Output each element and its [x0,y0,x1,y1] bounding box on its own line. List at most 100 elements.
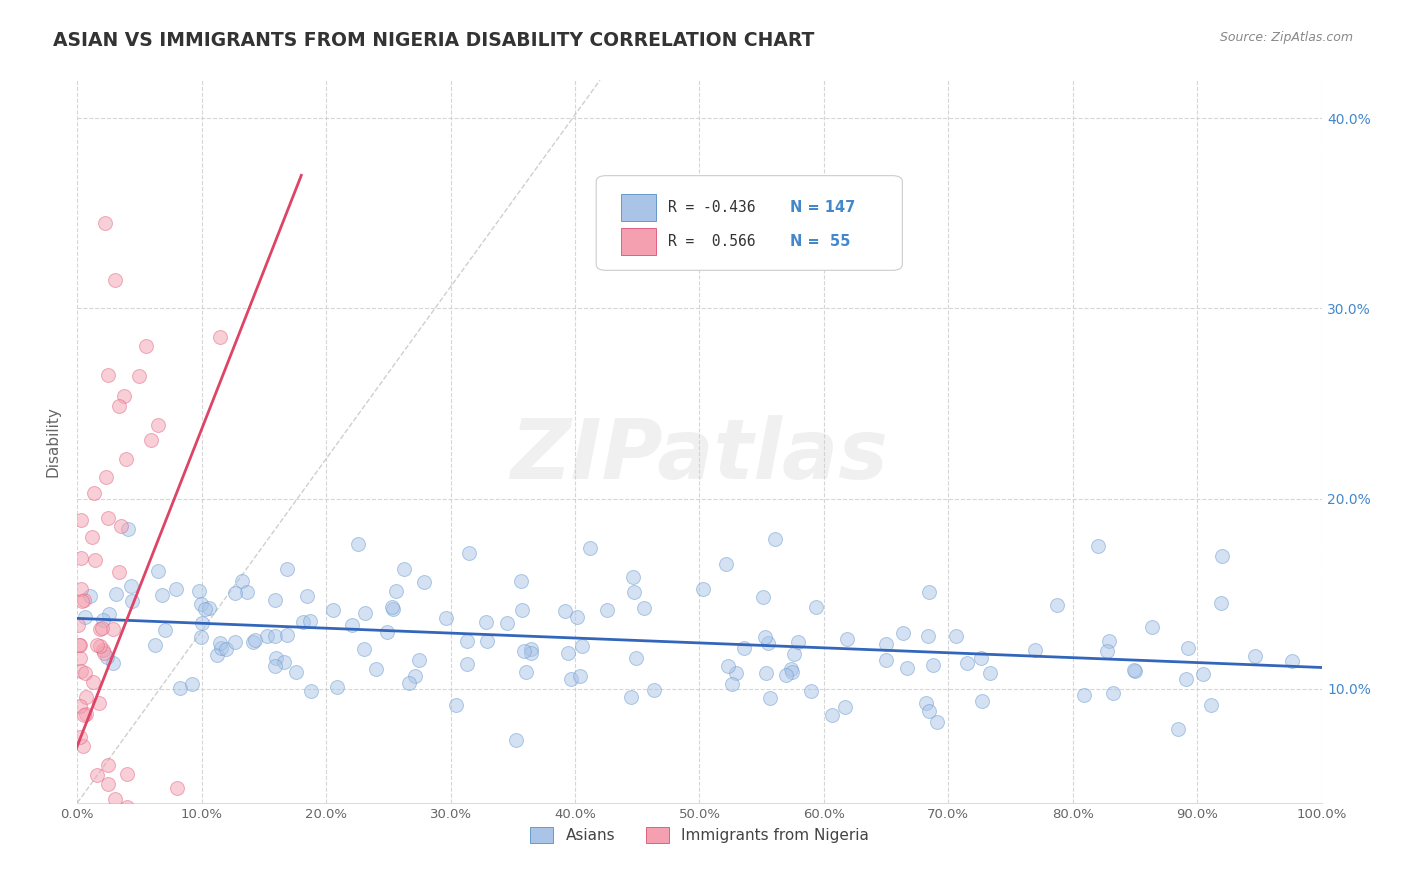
Point [108,400,131,414]
Point [97,607,120,622]
Point [837,632,859,647]
Point [72,810,94,824]
Point [115,767,138,781]
Point [104,587,127,601]
Point [623,584,645,599]
Point [256,629,278,643]
Point [135,339,157,353]
Point [513,644,536,658]
Point [1102,686,1125,700]
Point [456,633,478,648]
Point [554,604,576,618]
Point [891,625,914,640]
Point [93,216,115,230]
Point [148,417,170,432]
Point [496,615,519,630]
Point [444,698,467,712]
Point [1123,664,1146,678]
Point [519,646,541,660]
Point [1191,667,1213,681]
Point [1167,723,1189,737]
Point [408,652,430,666]
Point [242,635,264,649]
Point [780,665,803,679]
Point [821,707,844,722]
Point [224,634,246,648]
Point [643,683,665,698]
Point [77,814,100,829]
Point [633,601,655,615]
Point [800,684,823,698]
Point [921,657,943,672]
Point [69,638,91,652]
Point [89,640,111,654]
Point [787,635,810,649]
Point [917,629,939,643]
Point [209,640,232,655]
Text: Source: ZipAtlas.com: Source: ZipAtlas.com [1219,31,1353,45]
Point [1095,644,1118,658]
Text: N = 147: N = 147 [790,200,856,215]
Point [276,628,298,642]
Point [115,799,138,814]
Point [82,530,104,544]
Bar [621,194,657,221]
Point [565,609,588,624]
Point [1211,549,1233,563]
Point [1177,640,1199,655]
Point [82,674,104,689]
Point [97,757,120,772]
Point [382,602,405,616]
Legend: Asians, Immigrants from Nigeria: Asians, Immigrants from Nigeria [524,822,875,849]
Point [83,486,105,500]
Point [733,640,755,655]
Point [263,659,285,673]
Point [875,637,897,651]
Point [1073,688,1095,702]
Point [342,618,364,632]
Point [104,273,127,287]
Point [621,570,644,584]
Point [381,600,404,615]
Point [263,593,285,607]
Point [756,636,779,650]
Point [918,704,941,718]
Point [326,680,349,694]
Point [353,642,375,657]
Point [1087,539,1109,553]
Point [1098,634,1121,648]
Point [110,518,132,533]
Point [557,646,579,660]
Point [404,668,426,682]
Point [153,624,176,638]
Point [875,653,897,667]
Point [979,666,1001,681]
Point [193,602,215,616]
Point [75,707,97,722]
Point [70,814,93,829]
Point [1046,598,1069,612]
Point [970,651,993,665]
Point [1175,672,1198,686]
Point [215,642,238,657]
Point [299,614,322,628]
Point [101,622,124,636]
Text: R =  0.566: R = 0.566 [668,234,756,249]
Point [75,690,97,704]
Point [101,656,124,670]
Point [918,584,941,599]
Point [579,541,602,556]
Point [73,593,96,607]
Point [112,389,135,403]
Point [412,574,434,589]
Point [624,651,647,665]
Point [434,611,457,625]
Point [67,618,90,632]
Point [208,636,231,650]
Point [299,684,322,698]
Point [510,574,533,588]
Point [896,661,918,675]
Point [515,665,537,679]
Point [187,583,209,598]
Point [1140,620,1163,634]
